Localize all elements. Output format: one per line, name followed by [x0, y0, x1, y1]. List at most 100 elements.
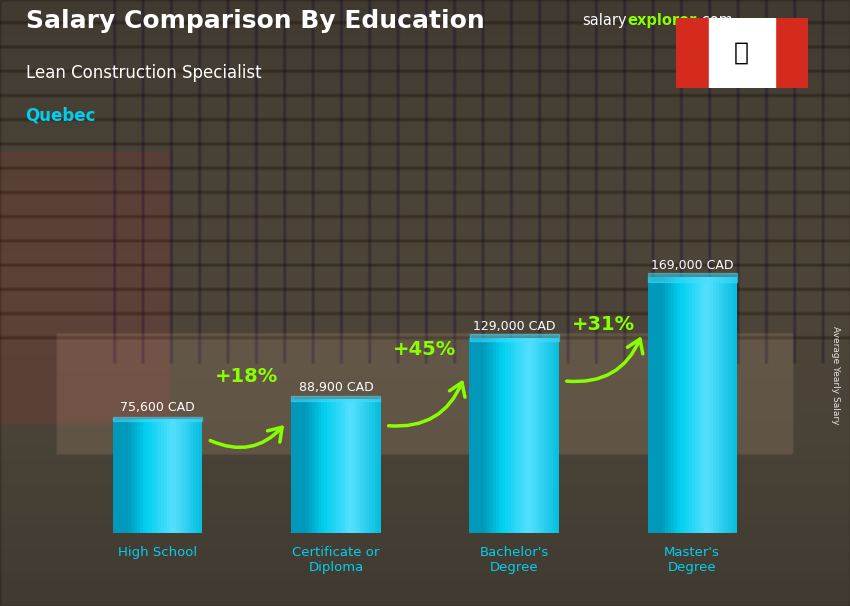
Bar	[309, 399, 312, 533]
Bar	[695, 278, 698, 533]
Bar	[167, 419, 170, 533]
Bar	[686, 278, 689, 533]
Bar	[550, 338, 552, 533]
Bar	[689, 278, 692, 533]
Bar	[648, 278, 650, 533]
Bar	[683, 278, 686, 533]
Bar	[194, 419, 196, 533]
Text: 88,900 CAD: 88,900 CAD	[298, 381, 373, 394]
Bar	[188, 419, 190, 533]
Text: +18%: +18%	[215, 367, 279, 386]
Bar	[499, 338, 502, 533]
Bar	[496, 338, 499, 533]
Bar	[371, 399, 375, 533]
Bar	[143, 419, 146, 533]
Bar	[173, 419, 176, 533]
Bar	[298, 399, 300, 533]
Bar	[725, 278, 728, 533]
Bar	[158, 419, 161, 533]
Bar	[650, 278, 654, 533]
Bar	[190, 419, 194, 533]
Bar	[176, 419, 178, 533]
Bar	[200, 419, 202, 533]
Bar	[351, 399, 354, 533]
Bar	[196, 419, 200, 533]
Bar	[330, 399, 333, 533]
Bar	[505, 338, 508, 533]
Bar	[357, 399, 360, 533]
Text: Average Yearly Salary: Average Yearly Salary	[831, 327, 840, 425]
Bar	[526, 338, 529, 533]
Bar	[676, 18, 709, 88]
Bar	[493, 338, 496, 533]
Bar	[719, 278, 722, 533]
Bar	[722, 278, 725, 533]
Bar	[131, 419, 134, 533]
Bar	[654, 278, 656, 533]
Bar	[490, 338, 493, 533]
Bar	[161, 419, 164, 533]
Text: salary: salary	[582, 13, 626, 28]
Bar	[529, 338, 532, 533]
Bar	[134, 419, 137, 533]
Bar	[375, 399, 377, 533]
Bar	[292, 399, 294, 533]
Text: Salary Comparison By Education: Salary Comparison By Education	[26, 9, 484, 33]
Bar	[538, 338, 541, 533]
Text: +45%: +45%	[394, 340, 456, 359]
Bar	[666, 278, 668, 533]
Bar	[701, 278, 704, 533]
Bar	[479, 338, 481, 533]
Bar	[674, 278, 677, 533]
Bar	[475, 338, 479, 533]
Bar	[556, 338, 558, 533]
Bar	[354, 399, 357, 533]
Bar	[366, 399, 369, 533]
Bar	[184, 419, 188, 533]
Text: explorer: explorer	[627, 13, 697, 28]
Bar	[116, 419, 119, 533]
Bar	[514, 338, 517, 533]
Text: Lean Construction Specialist: Lean Construction Specialist	[26, 64, 261, 82]
Bar	[692, 278, 695, 533]
Bar	[704, 278, 707, 533]
Bar	[541, 338, 544, 533]
Bar	[709, 18, 774, 88]
Bar	[170, 419, 173, 533]
Bar	[336, 399, 339, 533]
Bar	[182, 419, 184, 533]
FancyArrowPatch shape	[210, 427, 282, 447]
Bar	[469, 335, 558, 341]
Text: 129,000 CAD: 129,000 CAD	[473, 320, 555, 333]
Bar	[348, 399, 351, 533]
Bar	[710, 278, 713, 533]
Bar	[677, 278, 680, 533]
Bar	[324, 399, 327, 533]
Bar	[508, 338, 511, 533]
Text: 75,600 CAD: 75,600 CAD	[121, 401, 196, 414]
Bar	[377, 399, 381, 533]
Bar	[345, 399, 348, 533]
Bar	[648, 273, 737, 282]
Bar	[113, 417, 202, 421]
Bar	[128, 419, 131, 533]
Bar	[698, 278, 701, 533]
Bar	[774, 18, 808, 88]
Bar	[137, 419, 140, 533]
Bar	[125, 419, 128, 533]
Bar	[660, 278, 662, 533]
Bar	[342, 399, 345, 533]
Bar	[149, 419, 152, 533]
Bar	[523, 338, 526, 533]
Bar	[178, 419, 182, 533]
Bar	[662, 278, 666, 533]
Bar	[369, 399, 371, 533]
Bar	[327, 399, 330, 533]
Bar	[152, 419, 155, 533]
Bar	[363, 399, 366, 533]
Bar	[164, 419, 167, 533]
Bar	[318, 399, 321, 533]
Bar	[473, 338, 475, 533]
Bar	[146, 419, 149, 533]
Bar	[487, 338, 490, 533]
